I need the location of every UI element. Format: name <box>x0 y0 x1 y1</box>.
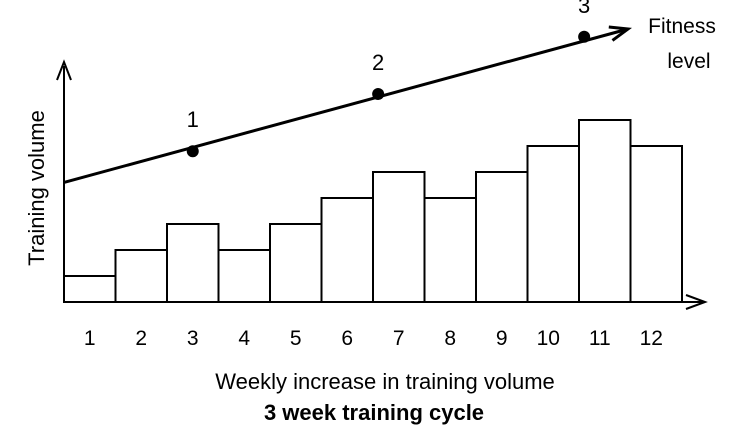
bar-12 <box>629 145 683 303</box>
x-tick-label-5: 5 <box>290 327 302 350</box>
y-axis-label: Training volume <box>24 110 49 266</box>
bar-1 <box>63 275 117 303</box>
x-tick-label-2: 2 <box>135 327 147 350</box>
trend-marker-label-2: 2 <box>372 50 384 75</box>
bar-6 <box>320 197 374 303</box>
x-tick-label-7: 7 <box>393 327 405 350</box>
x-tick-label-8: 8 <box>444 327 456 350</box>
trend-name-line-1: Fitness <box>648 15 716 38</box>
x-tick-label-3: 3 <box>187 327 199 350</box>
bar-8 <box>423 197 477 303</box>
bar-10 <box>526 145 580 303</box>
trend-marker-3 <box>578 30 591 43</box>
trend-marker-1 <box>186 145 199 158</box>
x-axis-arrow-icon <box>685 294 708 310</box>
bar-5 <box>269 223 323 303</box>
x-tick-label-6: 6 <box>341 327 353 350</box>
trend-marker-2 <box>372 88 385 100</box>
bar-3 <box>166 223 220 303</box>
trend-line <box>63 27 629 184</box>
trend-marker-label-3: 3 <box>578 0 590 18</box>
bar-4 <box>217 249 271 303</box>
trend-marker-label-1: 1 <box>187 107 199 132</box>
chart-title: 3 week training cycle <box>264 400 484 425</box>
bar-9 <box>475 171 529 303</box>
x-tick-label-11: 11 <box>589 327 611 350</box>
x-tick-label-1: 1 <box>84 327 96 350</box>
x-tick-label-12: 12 <box>640 327 663 350</box>
x-axis-label: Weekly increase in training volume <box>215 369 555 394</box>
x-tick-label-4: 4 <box>238 327 250 350</box>
x-tick-label-9: 9 <box>496 327 508 350</box>
x-tick-label-10: 10 <box>537 327 560 350</box>
trend-name-line-2: level <box>667 50 710 73</box>
fitness-trend: 1 2 3 <box>63 0 632 184</box>
bar-11 <box>578 119 632 303</box>
y-axis-arrow-icon <box>56 59 72 81</box>
bar-7 <box>372 171 426 303</box>
bars <box>63 119 683 303</box>
trend-arrow-icon <box>608 25 632 42</box>
x-tick-labels: 1 2 3 4 5 6 7 8 9 10 11 12 <box>84 327 663 350</box>
axes <box>56 59 708 310</box>
bar-2 <box>114 249 168 303</box>
